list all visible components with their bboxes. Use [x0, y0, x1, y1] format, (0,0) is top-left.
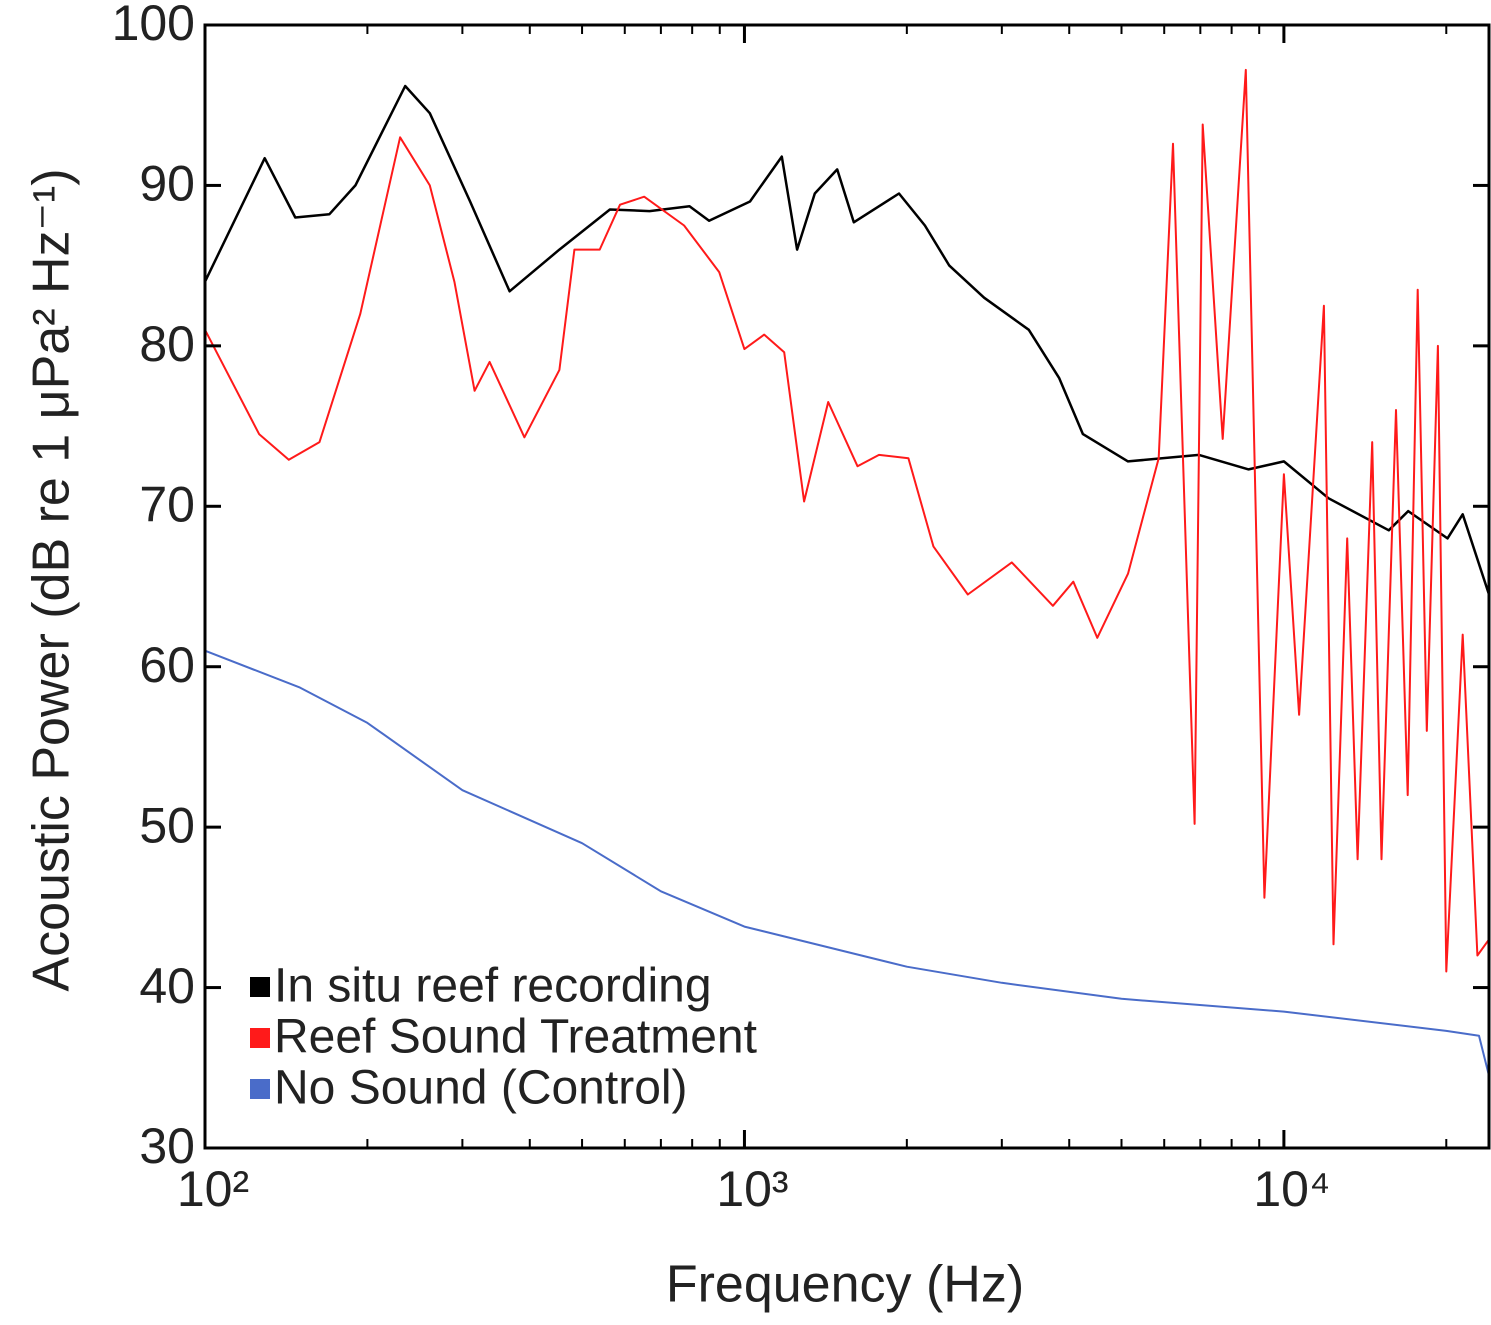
y-tick-label: 30 — [139, 1118, 195, 1174]
legend-swatch — [250, 977, 270, 997]
legend-label: Reef Sound Treatment — [274, 1011, 757, 1064]
series-line — [204, 649, 1490, 1077]
y-tick-label: 40 — [139, 958, 195, 1014]
x-tick-label: 10³ — [716, 1161, 788, 1217]
series-line — [204, 68, 1490, 973]
y-tick-label: 100 — [112, 0, 195, 51]
y-tick-label: 70 — [139, 476, 195, 532]
y-axis-label: Acoustic Power (dB re 1 μPa² Hz⁻¹) — [23, 168, 81, 991]
legend-label: In situ reef recording — [274, 960, 712, 1013]
legend-label: No Sound (Control) — [274, 1062, 688, 1115]
plot-frame — [203, 23, 1491, 1150]
y-tick-label: 50 — [139, 797, 195, 853]
legend-swatch — [250, 1079, 270, 1099]
y-tick-label: 90 — [139, 156, 195, 212]
series-line — [203, 84, 1491, 595]
x-axis-label: Frequency (Hz) — [666, 1256, 1024, 1314]
y-tick-label: 60 — [139, 637, 195, 693]
x-tick-label: 10⁴ — [1253, 1161, 1330, 1217]
legend-swatch — [250, 1028, 270, 1048]
y-tick-label: 80 — [139, 316, 195, 372]
x-tick-label: 10² — [177, 1161, 249, 1217]
